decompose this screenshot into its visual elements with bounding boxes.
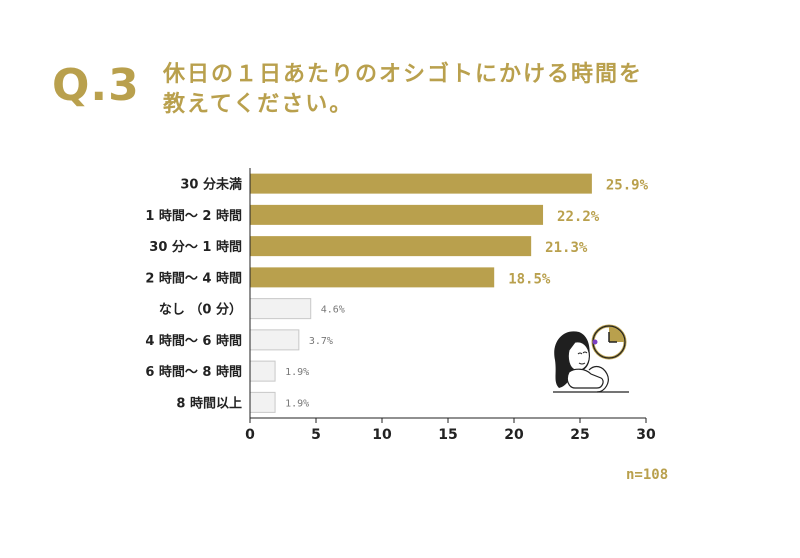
bar: [249, 329, 300, 351]
category-label: 1 時間～ 2 時間: [145, 208, 242, 224]
question-title-line-2: 教えてください。: [163, 92, 354, 117]
x-tick-label: 15: [438, 427, 457, 443]
bar: [250, 204, 544, 225]
data-label: 4.6%: [321, 305, 345, 316]
x-tick-label: 20: [504, 427, 524, 443]
x-tick-label: 30: [636, 427, 656, 443]
sample-size-label: n=108: [626, 467, 669, 483]
x-tick-label: 0: [245, 427, 255, 443]
category-label: 6 時間～ 8 時間: [145, 364, 242, 380]
category-label: 8 時間以上: [176, 395, 242, 411]
bar: [250, 236, 532, 257]
category-label: 30 分～ 1 時間: [149, 239, 242, 255]
bar: [249, 360, 276, 382]
bar: [249, 391, 276, 413]
question-title-line-1: 休日の１日あたりのオシゴトにかける時間を: [163, 62, 644, 87]
bar: [250, 173, 592, 194]
data-label: 18.5%: [508, 271, 551, 287]
woman-with-clock-illustration: [553, 324, 629, 393]
data-label: 1.9%: [285, 367, 309, 378]
category-label: 2 時間～ 4 時間: [145, 270, 242, 286]
data-label: 22.2%: [557, 209, 600, 225]
question-number: Q.3: [52, 60, 140, 111]
data-label: 25.9%: [606, 178, 649, 194]
bar: [249, 298, 312, 320]
category-label: なし （0 分）: [159, 302, 242, 318]
question-title: 休日の１日あたりのオシゴトにかける時間を 教えてください。: [163, 60, 763, 120]
category-label: 4 時間～ 6 時間: [145, 333, 242, 349]
x-tick-label: 25: [570, 427, 589, 443]
data-label: 3.7%: [309, 336, 333, 347]
x-tick-label: 5: [311, 427, 321, 443]
x-tick-label: 10: [372, 427, 392, 443]
data-label: 1.9%: [285, 398, 309, 409]
category-label: 30 分未満: [180, 177, 242, 193]
bar: [250, 267, 495, 288]
data-label: 21.3%: [545, 240, 588, 256]
